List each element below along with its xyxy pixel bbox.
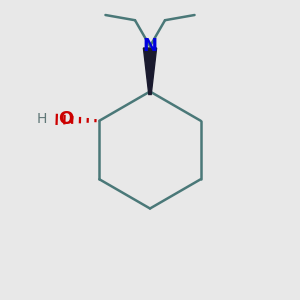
Text: O: O (58, 110, 73, 128)
Text: H: H (37, 112, 47, 126)
Text: N: N (142, 37, 158, 55)
Polygon shape (143, 48, 157, 94)
